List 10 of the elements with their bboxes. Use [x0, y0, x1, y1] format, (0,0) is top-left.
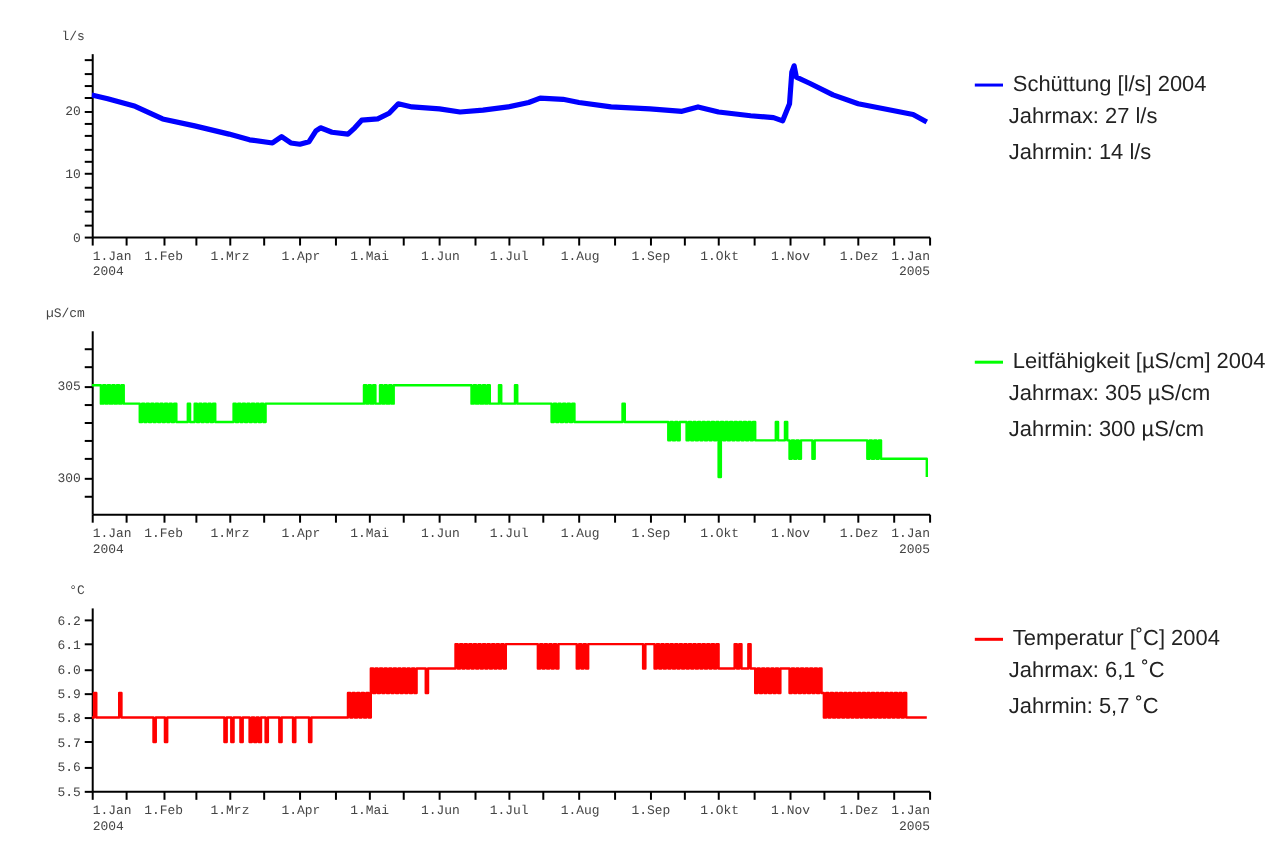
- text: Jahrmin: 300 µS/cm: [1008, 417, 1205, 442]
- text: Jahrmin: 14 l/s: [1008, 140, 1153, 165]
- legend-label: Schüttung [l/s] 2004: [1012, 73, 1207, 98]
- text: Jahrmax: 6,1 ˚C: [1008, 659, 1165, 684]
- legend-label: Leitfähigkeit [µS/cm] 2004: [1012, 350, 1266, 375]
- text: Jahrmax: 27 l/s: [1008, 104, 1159, 129]
- legend-label: Temperatur [˚C] 2004: [1012, 627, 1220, 652]
- text: Jahrmin: 5,7 ˚C: [1008, 695, 1159, 720]
- text: Jahrmax: 305 µS/cm: [1008, 382, 1211, 407]
- line-series: [91, 63, 930, 147]
